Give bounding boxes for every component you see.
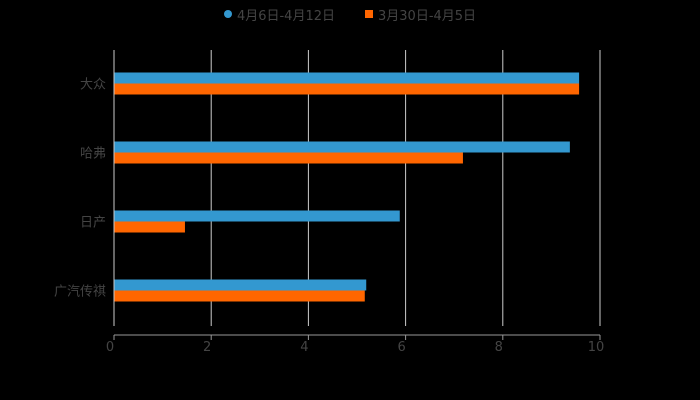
bar-series-2[interactable] xyxy=(114,221,185,233)
bar-series-1[interactable] xyxy=(114,279,367,291)
circle-marker-icon xyxy=(223,10,232,18)
chart-legend: 4月6日-4月12日 3月30日-4月5日 xyxy=(0,4,700,24)
bar-series-1[interactable] xyxy=(114,210,400,222)
x-tick-label: 0 xyxy=(106,340,114,355)
bar-series-1[interactable] xyxy=(114,72,580,84)
category-label: 大众 xyxy=(80,78,106,93)
legend-item-series-2[interactable]: 3月30日-4月5日 xyxy=(365,5,476,24)
legend-label: 3月30日-4月5日 xyxy=(378,8,477,24)
legend-item-series-1[interactable]: 4月6日-4月12日 xyxy=(223,5,335,24)
square-marker-icon xyxy=(365,10,373,18)
category-label: 哈弗 xyxy=(80,147,106,162)
bar-series-1[interactable] xyxy=(114,141,570,153)
x-tick-label: 2 xyxy=(203,340,211,355)
category-label: 广汽传祺 xyxy=(54,285,106,300)
bar-series-2[interactable] xyxy=(114,152,463,164)
legend-label: 4月6日-4月12日 xyxy=(236,8,335,24)
bar-series-2[interactable] xyxy=(114,83,580,95)
category-label: 日产 xyxy=(80,216,106,231)
x-tick-label: 6 xyxy=(397,340,405,355)
x-tick-label: 4 xyxy=(300,340,308,355)
bar-series-2[interactable] xyxy=(114,290,365,302)
x-tick-label: 10 xyxy=(588,340,605,355)
x-tick-label: 8 xyxy=(495,340,503,355)
